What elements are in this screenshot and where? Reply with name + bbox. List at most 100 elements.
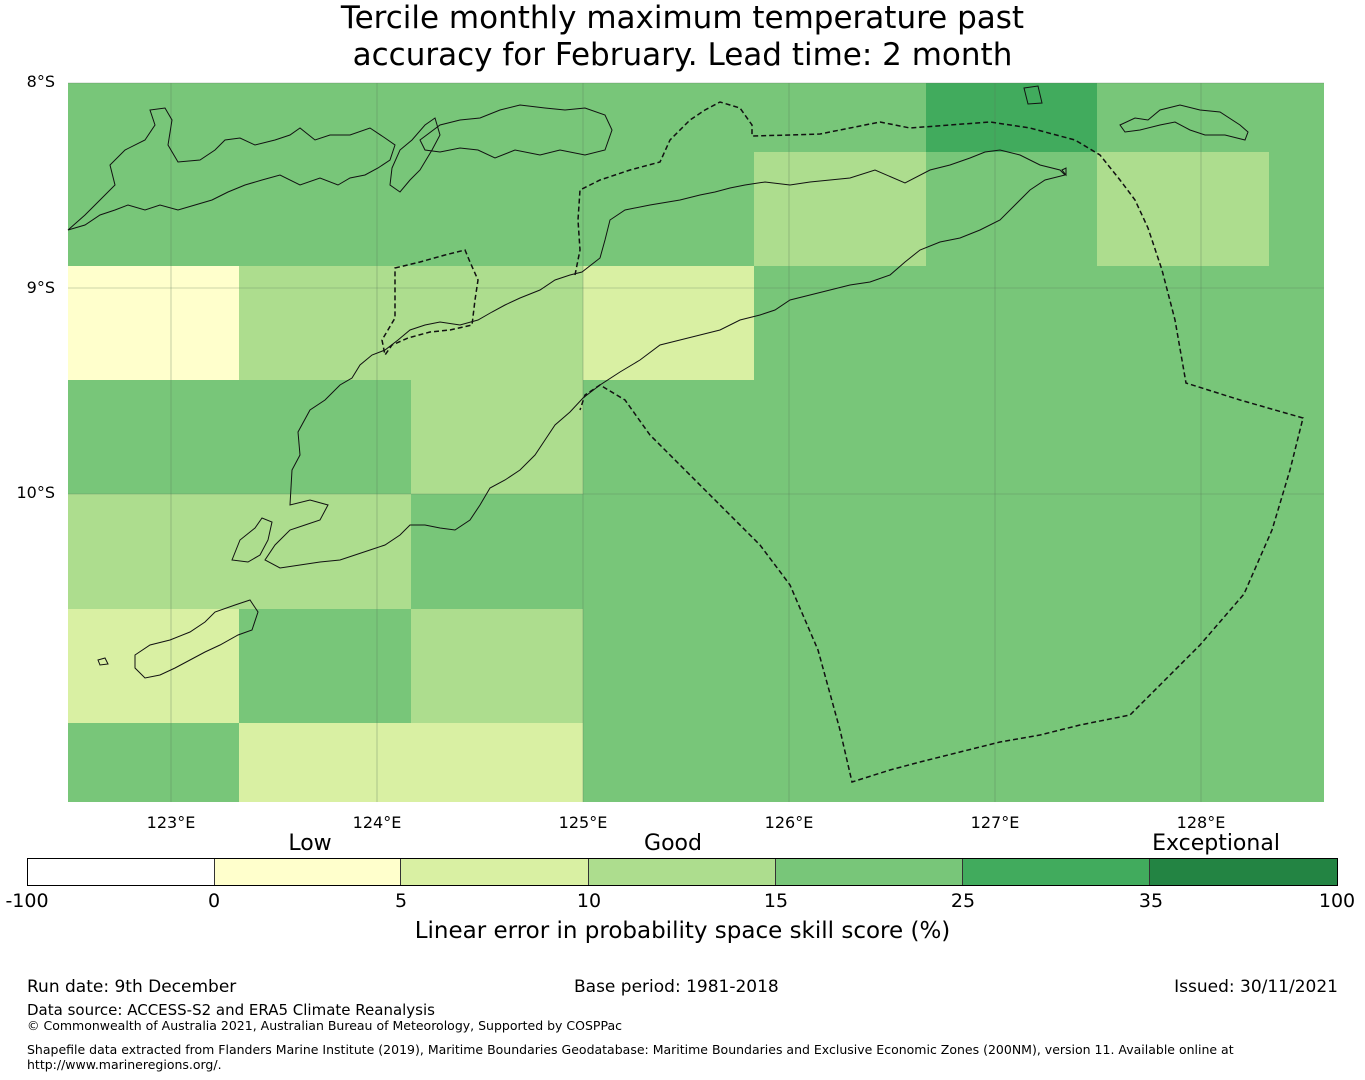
- grid-cell: [1097, 723, 1269, 802]
- title-line-2: accuracy for February. Lead time: 2 mont…: [352, 37, 1013, 73]
- grid-cell: [68, 152, 239, 266]
- grid-cell: [754, 494, 926, 609]
- grid-cell: [1269, 609, 1324, 723]
- colorbar-tick: 10: [576, 890, 602, 912]
- lat-label-8s: 8°S: [26, 72, 55, 91]
- coastline-pantar: [389, 117, 441, 193]
- colorbar-segment: [1150, 859, 1338, 885]
- grid-cell: [926, 723, 1097, 802]
- coastline-atauro: [1023, 85, 1043, 105]
- colorbar-segment: [401, 859, 590, 885]
- lon-label-126e: 126°E: [764, 813, 814, 832]
- grid-cell: [411, 494, 583, 609]
- grid-cell: [239, 266, 411, 380]
- lon-label-124e: 124°E: [352, 813, 402, 832]
- grid-cell: [239, 609, 411, 723]
- grid-cell: [68, 609, 239, 723]
- coastline-rote: [134, 599, 259, 679]
- grid-cell: [1269, 380, 1324, 494]
- issued-date: Issued: 30/11/2021: [1174, 977, 1338, 997]
- run-date: Run date: 9th December: [27, 977, 237, 997]
- grid-cell: [583, 494, 754, 609]
- lon-label-127e: 127°E: [970, 813, 1020, 832]
- grid-cell: [1269, 83, 1324, 152]
- lat-label-9s: 9°S: [26, 278, 55, 297]
- grid-cell: [1097, 152, 1269, 266]
- skill-grid-cells: [68, 83, 1324, 802]
- grid-cell: [68, 266, 239, 380]
- coastline-alor: [419, 104, 613, 159]
- grid-cell: [583, 723, 754, 802]
- colorbar-tick: 100: [1318, 890, 1356, 912]
- grid-cell: [583, 609, 754, 723]
- grid-cell: [583, 380, 754, 494]
- grid-cell: [1269, 152, 1324, 266]
- grid-cell: [411, 266, 583, 380]
- grid-cell: [68, 723, 239, 802]
- legend-category-low: Low: [288, 831, 332, 856]
- grid-cell: [926, 494, 1097, 609]
- grid-cell: [754, 266, 926, 380]
- grid-cell: [926, 380, 1097, 494]
- coastlines: [67, 85, 1249, 679]
- data-source: Data source: ACCESS-S2 and ERA5 Climate …: [27, 1001, 435, 1019]
- shapefile-credit-line-2: http://www.marineregions.org/.: [27, 1057, 222, 1072]
- legend-category-exceptional: Exceptional: [1152, 831, 1280, 856]
- grid-cell: [754, 152, 926, 266]
- grid-cell: [239, 83, 411, 152]
- colorbar-segment: [28, 859, 215, 885]
- grid-cell: [754, 723, 926, 802]
- eez-boundary-timor-leste: [574, 101, 1304, 783]
- colorbar-tick: 25: [950, 890, 976, 912]
- colorbar: [27, 858, 1338, 886]
- colorbar-segment: [214, 859, 402, 885]
- grid-cell: [1097, 83, 1269, 152]
- grid-cell: [583, 152, 754, 266]
- grid-cell: [239, 152, 411, 266]
- grid-cell: [411, 152, 583, 266]
- grid-cell: [1269, 266, 1324, 380]
- colorbar-tick: 0: [207, 890, 221, 912]
- shapefile-credit-line-1: Shapefile data extracted from Flanders M…: [27, 1042, 1234, 1057]
- colorbar-segment: [589, 859, 776, 885]
- grid-cell: [239, 723, 411, 802]
- colorbar-title: Linear error in probability space skill …: [414, 918, 951, 944]
- coastline-semau: [231, 517, 273, 563]
- lon-label-128e: 128°E: [1176, 813, 1226, 832]
- grid-cell: [926, 609, 1097, 723]
- legend-category-good: Good: [644, 831, 702, 856]
- grid-cell: [1269, 723, 1324, 802]
- colorbar-tick: -100: [5, 890, 49, 912]
- grid-cell: [68, 380, 239, 494]
- grid-cell: [1097, 494, 1269, 609]
- coastline-timor: [264, 149, 1066, 569]
- grid-cell: [754, 83, 926, 152]
- base-period: Base period: 1981-2018: [574, 977, 779, 997]
- grid-cell: [411, 380, 583, 494]
- grid-cell: [68, 494, 239, 609]
- grid-cell: [239, 380, 411, 494]
- grid-cell: [411, 723, 583, 802]
- grid-cell: [411, 83, 583, 152]
- colorbar-tick: 35: [1138, 890, 1164, 912]
- grid-cell: [239, 494, 411, 609]
- colorbar-segment: [962, 859, 1151, 885]
- grid-cell: [1269, 494, 1324, 609]
- coastline-ndao: [97, 657, 109, 666]
- coastline-flores: [67, 107, 396, 231]
- eez-boundary-oecusse: [381, 249, 479, 357]
- lon-label-123e: 123°E: [146, 813, 196, 832]
- title-line-1: Tercile monthly maximum temperature past: [340, 0, 1025, 36]
- grid-cell: [68, 83, 239, 152]
- copyright: © Commonwealth of Australia 2021, Austra…: [27, 1018, 622, 1033]
- map-title: Tercile monthly maximum temperature past…: [0, 0, 1365, 74]
- grid-cell: [754, 609, 926, 723]
- grid-cell: [926, 266, 1097, 380]
- lat-label-10s: 10°S: [16, 483, 55, 502]
- grid-cell: [583, 266, 754, 380]
- eez-boundaries: [381, 101, 1304, 783]
- grid-cell: [1097, 609, 1269, 723]
- graticule-lines: [68, 82, 1324, 802]
- skill-map: [67, 82, 1324, 802]
- colorbar-segment: [775, 859, 963, 885]
